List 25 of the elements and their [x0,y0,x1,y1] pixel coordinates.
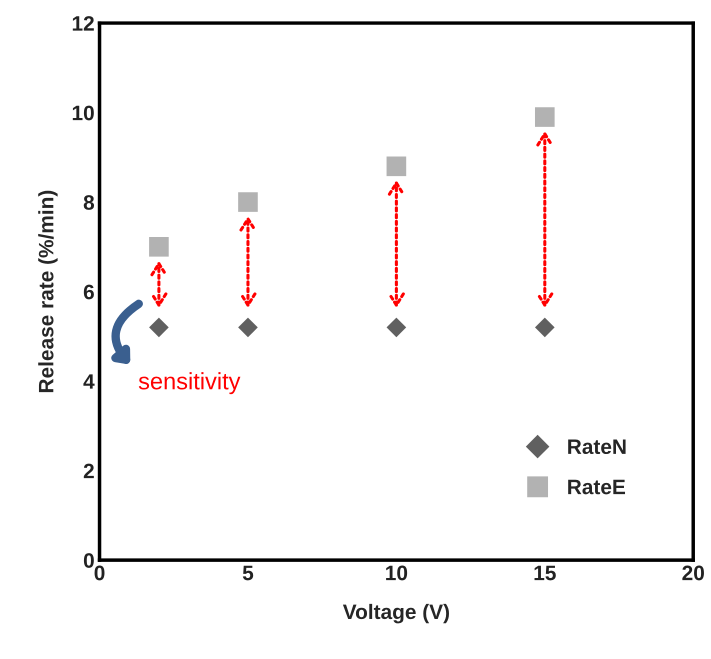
x-tick-label: 20 [682,566,704,580]
point [238,318,258,338]
legend-label: RateN [568,440,626,454]
y-tick-label: 6 [84,284,94,300]
y-tick-label: 12 [72,16,94,31]
point [386,156,406,176]
y-tick-label: 10 [72,106,94,120]
y-tick-label: 4 [83,374,95,389]
x-axis-title: Voltage (V) [342,604,449,624]
x-tick-label: 15 [534,566,556,580]
y-tick-label: 8 [84,195,94,210]
point [534,107,555,127]
y-tick-label: 0 [84,553,94,568]
x-tick-label: 0 [94,566,104,580]
point [534,318,555,338]
point [149,318,169,338]
x-tick-label: 10 [386,566,408,580]
y-axis-title: Release rate (%/min) [38,190,58,392]
annotation: sensitivity [138,372,240,394]
y-tick-label: 2 [84,464,94,478]
point [149,237,169,257]
point [386,318,406,338]
legend-label: RateE [568,480,626,494]
x-tick-label: 5 [242,566,254,580]
point [238,192,258,212]
